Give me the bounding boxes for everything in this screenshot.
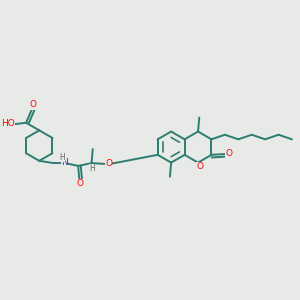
Text: H: H [59,153,65,162]
Text: O: O [30,100,37,109]
Text: H: H [90,164,95,173]
Text: N: N [61,158,68,167]
Text: O: O [105,158,112,167]
Text: O: O [225,149,232,158]
Text: O: O [76,179,83,188]
Text: O: O [196,163,203,172]
Text: HO: HO [1,119,15,128]
